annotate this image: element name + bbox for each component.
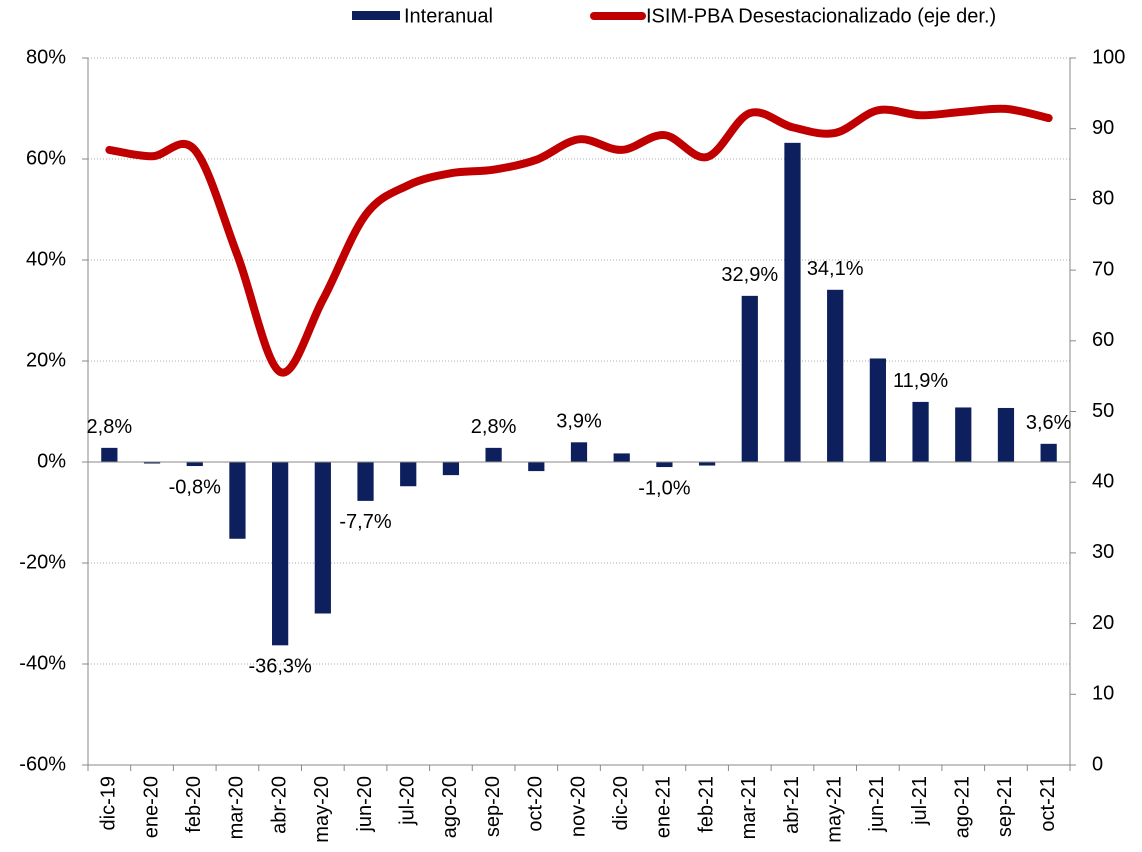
x-tick-label: oct-21 bbox=[1037, 776, 1059, 832]
x-tick-label: nov-20 bbox=[567, 776, 589, 837]
bar bbox=[528, 462, 545, 472]
bar bbox=[314, 462, 331, 614]
data-label: 2,8% bbox=[471, 416, 517, 438]
bar bbox=[143, 462, 161, 464]
x-tick-label: mar-20 bbox=[226, 776, 248, 839]
bar bbox=[357, 462, 374, 501]
data-label: 32,9% bbox=[721, 264, 778, 286]
y-tick-label: -40% bbox=[19, 652, 66, 674]
bar bbox=[698, 462, 716, 466]
bar bbox=[400, 462, 417, 487]
x-tick-label: sep-20 bbox=[482, 776, 504, 837]
x-tick-label: jun-20 bbox=[354, 776, 376, 833]
y2-tick-label: 50 bbox=[1092, 400, 1114, 422]
data-label: 34,1% bbox=[807, 258, 864, 280]
y-tick-label: 20% bbox=[26, 349, 66, 371]
x-tick-label: jul-20 bbox=[396, 776, 418, 826]
bar bbox=[955, 407, 972, 462]
x-tick-label: oct-20 bbox=[525, 776, 547, 832]
x-tick-label: jul-21 bbox=[909, 776, 931, 826]
legend-swatch bbox=[352, 11, 400, 20]
line bbox=[105, 104, 1053, 377]
data-label: 11,9% bbox=[893, 370, 948, 392]
y2-tick-label: 10 bbox=[1092, 683, 1114, 705]
bar bbox=[613, 453, 630, 462]
data-label: -0,8% bbox=[169, 476, 221, 498]
y2-tick-label: 0 bbox=[1092, 753, 1103, 775]
bar bbox=[827, 289, 844, 462]
legend-label: ISIM-PBA Desestacionalizado (eje der.) bbox=[646, 5, 996, 27]
bar bbox=[442, 462, 460, 476]
bar bbox=[186, 462, 203, 467]
x-tick-label: ene-20 bbox=[140, 776, 162, 838]
y2-tick-label: 70 bbox=[1092, 258, 1114, 280]
x-tick-label: feb-20 bbox=[183, 776, 205, 833]
x-tick-label: may-20 bbox=[311, 776, 333, 843]
x-tick-label: ene-21 bbox=[653, 776, 675, 838]
x-tick-label: dic-19 bbox=[98, 776, 120, 830]
x-tick-label: mar-21 bbox=[738, 776, 760, 839]
bar bbox=[997, 407, 1015, 462]
y-tick-label: 80% bbox=[26, 46, 66, 68]
bar bbox=[741, 295, 758, 462]
legend-label: Interanual bbox=[404, 5, 493, 27]
x-tick-label: ago-21 bbox=[952, 776, 974, 838]
data-label: 3,6% bbox=[1026, 412, 1072, 434]
bar bbox=[229, 462, 246, 539]
bar bbox=[784, 142, 801, 462]
bar bbox=[1040, 443, 1057, 462]
data-label: 3,9% bbox=[556, 411, 602, 433]
y-tick-label: 60% bbox=[26, 147, 66, 169]
bar bbox=[101, 447, 118, 462]
y2-tick-label: 90 bbox=[1092, 117, 1114, 139]
x-tick-label: abr-20 bbox=[268, 776, 290, 834]
bar bbox=[570, 442, 588, 462]
y-tick-label: 0% bbox=[37, 450, 66, 472]
y2-tick-label: 80 bbox=[1092, 188, 1114, 210]
data-label: 2,8% bbox=[87, 416, 133, 438]
bar bbox=[912, 401, 929, 462]
bar bbox=[485, 447, 502, 462]
y2-tick-label: 100 bbox=[1092, 46, 1125, 68]
x-tick-label: sep-21 bbox=[994, 776, 1016, 837]
x-tick-label: dic-20 bbox=[610, 776, 632, 830]
data-label: -36,3% bbox=[248, 656, 312, 678]
data-label: -1,0% bbox=[638, 477, 690, 499]
y-tick-label: -20% bbox=[19, 551, 66, 573]
x-tick-label: jun-21 bbox=[866, 776, 888, 833]
y2-tick-label: 40 bbox=[1092, 470, 1114, 492]
bar bbox=[656, 462, 673, 468]
x-tick-label: feb-21 bbox=[695, 776, 717, 833]
y2-tick-label: 60 bbox=[1092, 329, 1114, 351]
bar bbox=[869, 358, 886, 462]
x-tick-label: ago-20 bbox=[439, 776, 461, 838]
bar bbox=[272, 462, 289, 646]
y2-tick-label: 30 bbox=[1092, 541, 1114, 563]
data-label: -7,7% bbox=[339, 511, 391, 533]
y-tick-label: -60% bbox=[19, 753, 66, 775]
y2-tick-label: 20 bbox=[1092, 612, 1114, 634]
x-tick-label: may-21 bbox=[823, 776, 845, 843]
x-tick-label: abr-21 bbox=[781, 776, 803, 834]
y-tick-label: 40% bbox=[26, 248, 66, 270]
